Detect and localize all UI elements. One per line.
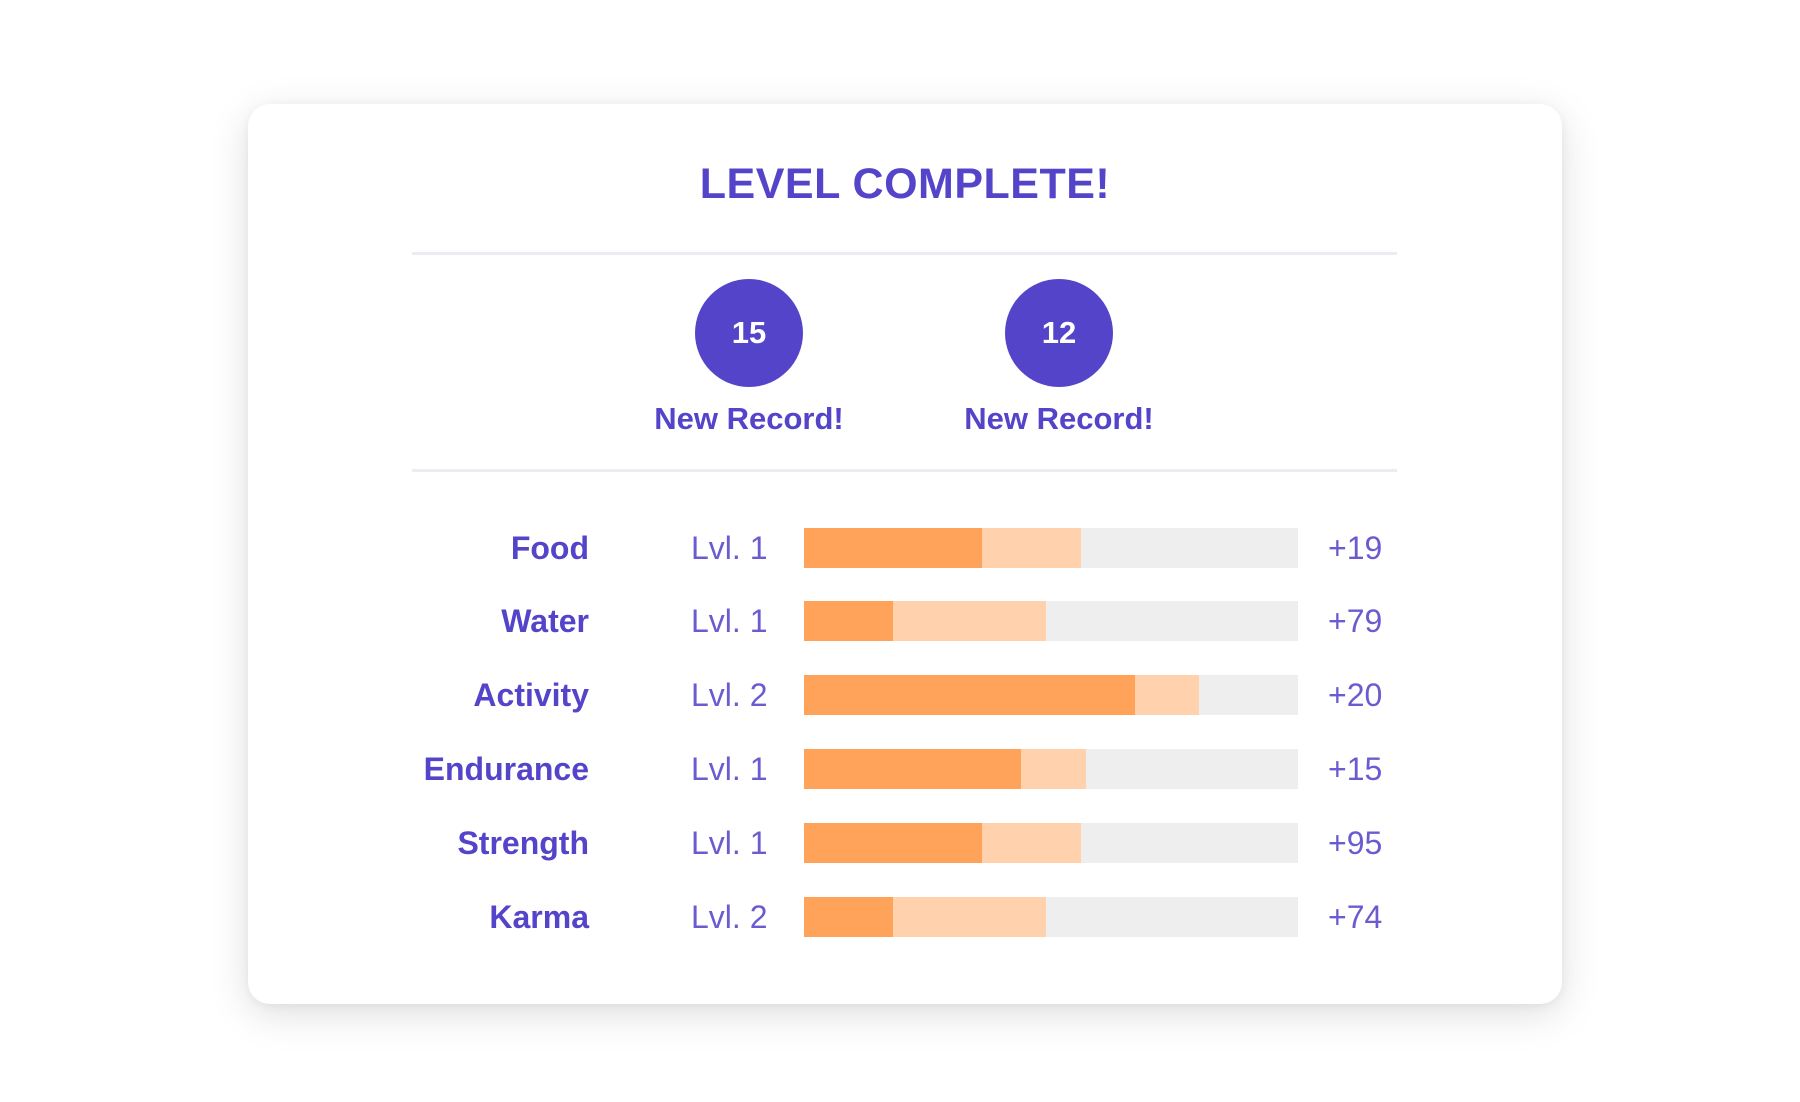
stat-level: Lvl. 1 <box>691 530 768 566</box>
stat-row-activity: Activity Lvl. 2 +20 <box>248 675 1562 715</box>
stat-row-strength: Strength Lvl. 1 +95 <box>248 823 1562 863</box>
stat-bar-base <box>804 823 982 863</box>
stat-bar <box>804 897 1298 937</box>
stat-gain: +74 <box>1328 899 1383 935</box>
record-1-label: New Record! <box>654 401 844 436</box>
level-complete-title: LEVEL COMPLETE! <box>699 160 1111 208</box>
stat-bar-base <box>804 601 893 641</box>
stat-bar <box>804 675 1298 715</box>
stat-bar <box>804 749 1298 789</box>
stat-row-water: Water Lvl. 1 +79 <box>248 601 1562 641</box>
record-1-badge: 15 <box>695 279 803 387</box>
stat-bar-base <box>804 675 1135 715</box>
stat-bar-base <box>804 897 893 937</box>
bottom-divider <box>412 469 1397 472</box>
stat-level: Lvl. 1 <box>691 603 768 639</box>
stat-gain: +95 <box>1328 825 1383 861</box>
level-complete-card: LEVEL COMPLETE! 15 New Record! 12 New Re… <box>248 104 1562 1004</box>
stat-name: Activity <box>473 677 589 713</box>
stat-level: Lvl. 2 <box>691 899 768 935</box>
top-divider <box>412 252 1397 255</box>
stat-name: Water <box>501 603 589 639</box>
stat-bar-base <box>804 749 1022 789</box>
stat-bar <box>804 823 1298 863</box>
stat-row-food: Food Lvl. 1 +19 <box>248 528 1562 568</box>
stat-gain: +19 <box>1328 530 1383 566</box>
record-2-badge: 12 <box>1005 279 1113 387</box>
record-1: 15 New Record! <box>639 279 859 437</box>
stat-gain: +15 <box>1328 751 1383 787</box>
stat-bar <box>804 528 1298 568</box>
stat-gain: +79 <box>1328 603 1383 639</box>
stat-level: Lvl. 1 <box>691 825 768 861</box>
stat-row-karma: Karma Lvl. 2 +74 <box>248 897 1562 937</box>
record-2: 12 New Record! <box>949 279 1169 437</box>
stat-name: Food <box>510 530 589 566</box>
stat-level: Lvl. 1 <box>691 751 768 787</box>
stat-row-endurance: Endurance Lvl. 1 +15 <box>248 749 1562 789</box>
stat-bar <box>804 601 1298 641</box>
stat-name: Strength <box>457 825 589 861</box>
stat-bar-base <box>804 528 982 568</box>
record-2-label: New Record! <box>964 401 1154 436</box>
stat-level: Lvl. 2 <box>691 677 768 713</box>
stat-gain: +20 <box>1328 677 1383 713</box>
stat-name: Karma <box>489 899 589 935</box>
stat-name: Endurance <box>423 751 589 787</box>
